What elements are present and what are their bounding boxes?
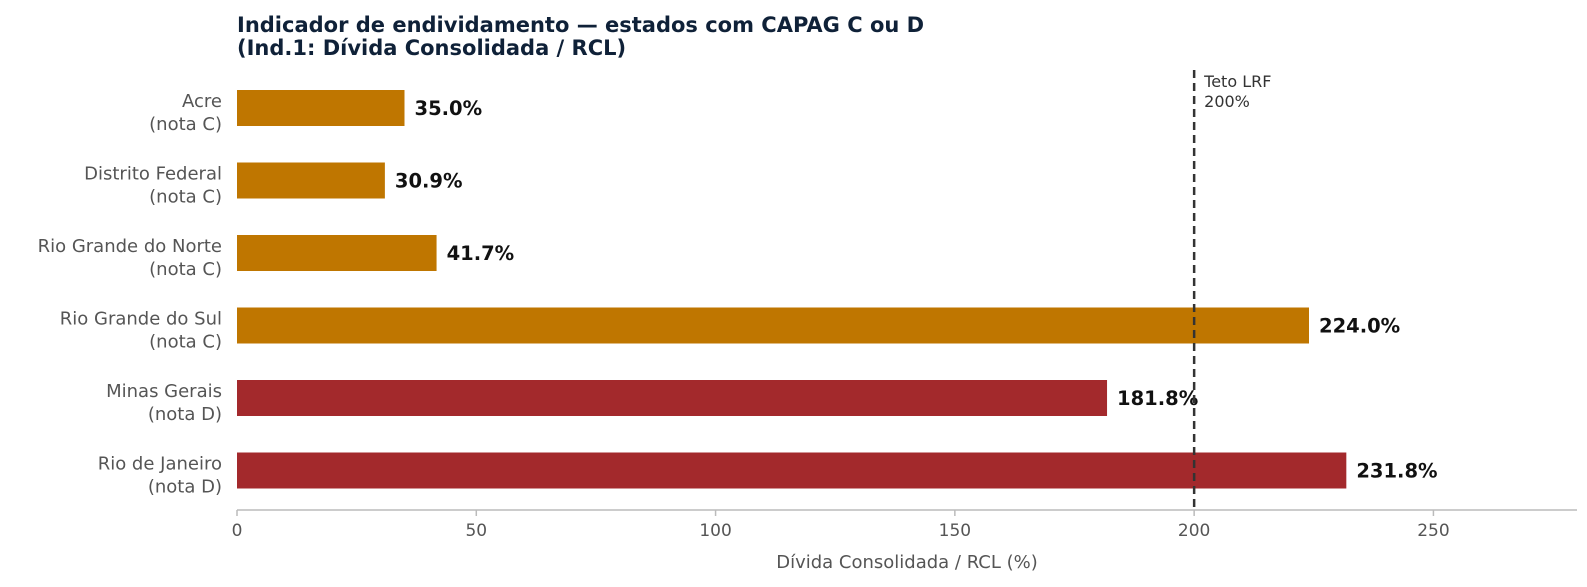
x-axis-ticks: 0 50 100 150 200 250 — [232, 510, 1450, 541]
bar-4 — [237, 380, 1108, 416]
x-axis-label: Dívida Consolidada / RCL (%) — [776, 552, 1038, 573]
x-tick-label-0: 0 — [232, 521, 243, 541]
bar-1 — [237, 162, 385, 199]
x-tick-label-2: 100 — [699, 521, 731, 541]
data-label-1: 30.9% — [395, 170, 463, 193]
category-label-4: Minas Gerais — [106, 381, 222, 402]
reference-line-label-1: 200% — [1204, 92, 1250, 111]
data-label-2: 41.7% — [447, 242, 515, 265]
x-tick-label-4: 200 — [1178, 521, 1210, 541]
bar-2 — [237, 235, 437, 271]
data-label-3: 224.0% — [1319, 315, 1400, 338]
category-label-2: Rio Grande do Norte — [38, 236, 222, 257]
category-label-0: Acre — [182, 91, 222, 112]
category-grade-2: (nota C) — [149, 259, 222, 280]
x-tick-label-3: 150 — [939, 521, 971, 541]
chart-title-line-1: Indicador de endividamento — estados com… — [237, 13, 924, 37]
bar-0 — [237, 90, 405, 126]
data-label-4: 181.8% — [1117, 387, 1198, 410]
category-grade-5: (nota D) — [148, 477, 222, 498]
data-label-5: 231.8% — [1356, 460, 1437, 483]
x-tick-label-1: 50 — [465, 521, 487, 541]
category-grade-1: (nota C) — [149, 187, 222, 208]
x-tick-label-5: 250 — [1417, 521, 1449, 541]
category-label-1: Distrito Federal — [84, 164, 222, 185]
category-grade-0: (nota C) — [149, 114, 222, 135]
category-grade-4: (nota D) — [148, 404, 222, 425]
category-label-5: Rio de Janeiro — [98, 454, 222, 475]
data-label-0: 35.0% — [415, 97, 483, 120]
category-label-3: Rio Grande do Sul — [60, 309, 222, 330]
chart-title-line-2: (Ind.1: Dívida Consolidada / RCL) — [237, 36, 626, 60]
category-grade-3: (nota C) — [149, 332, 222, 353]
bar-5 — [237, 452, 1347, 489]
reference-line-label-0: Teto LRF — [1203, 72, 1271, 91]
bar-3 — [237, 307, 1309, 344]
plot-area: Acre(nota C)35.0%Distrito Federal(nota C… — [38, 70, 1438, 510]
